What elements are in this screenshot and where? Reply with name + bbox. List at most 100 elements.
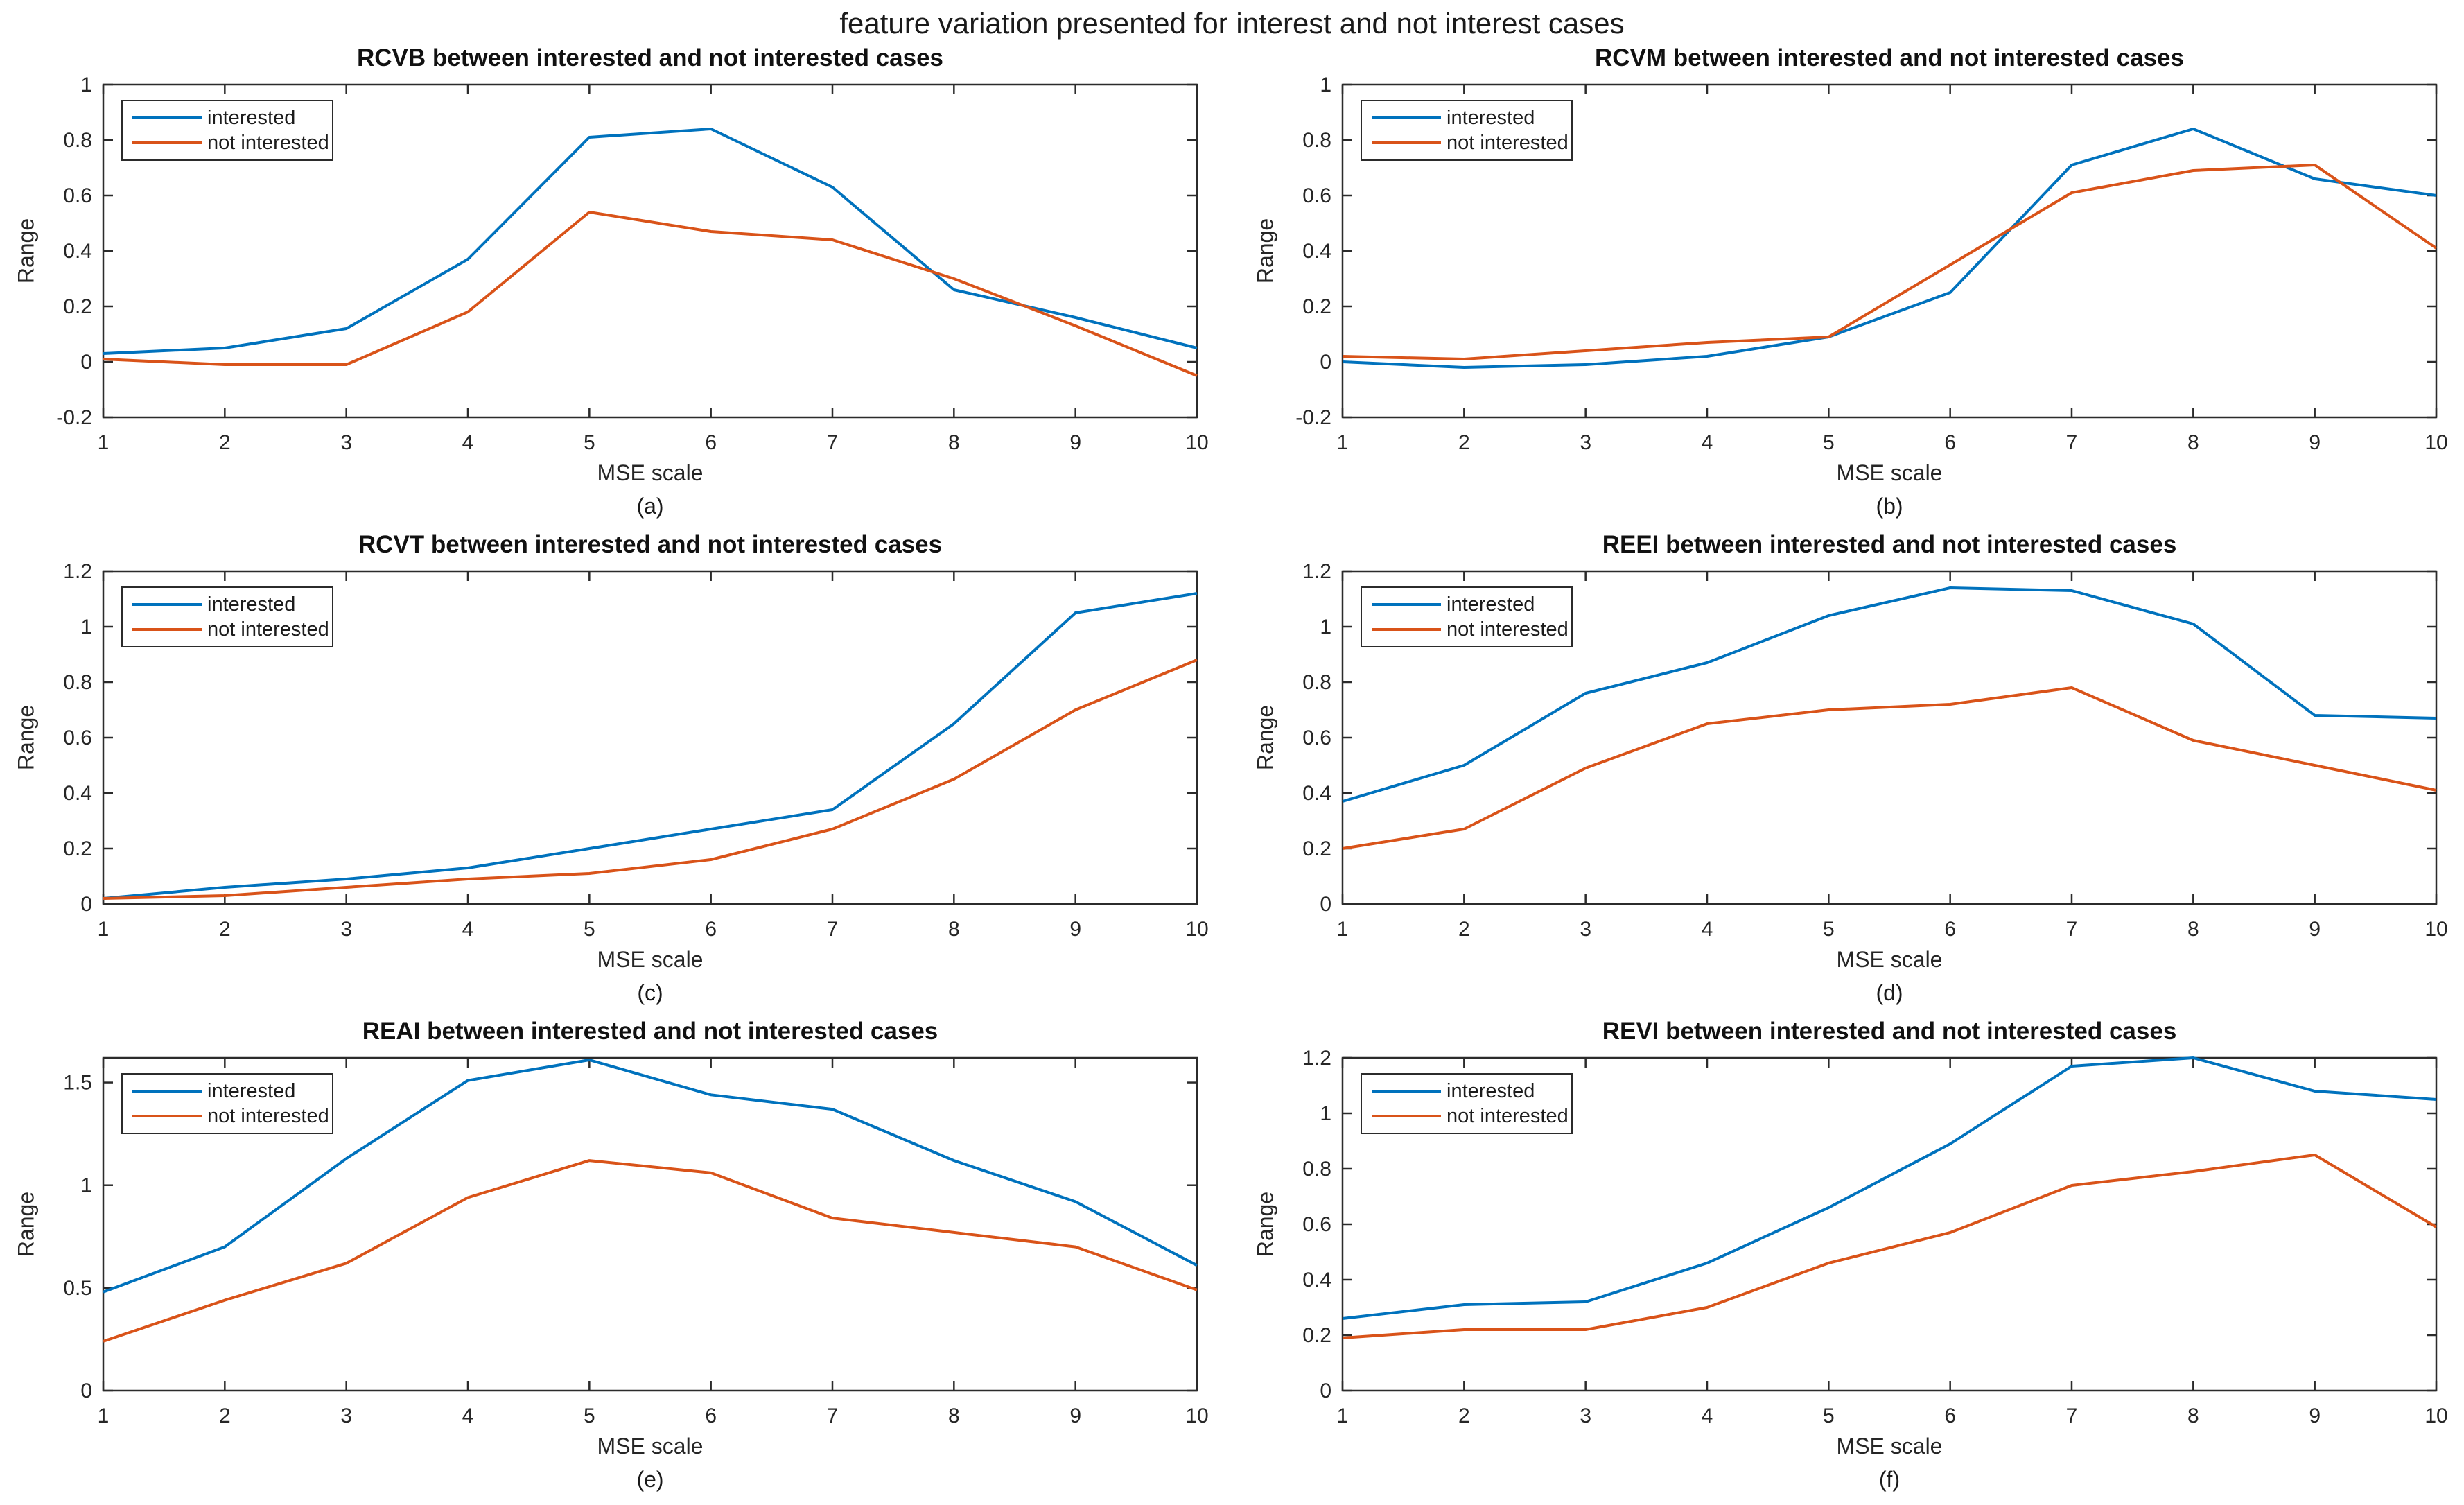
- svg-text:5: 5: [1823, 431, 1835, 454]
- svg-text:10: 10: [1185, 431, 1208, 454]
- svg-text:2: 2: [219, 918, 231, 941]
- svg-text:1: 1: [80, 1174, 92, 1197]
- svg-text:7: 7: [2066, 431, 2078, 454]
- y-axis-label: Range: [13, 218, 39, 284]
- legend-label: not interested: [207, 131, 329, 154]
- svg-text:0.6: 0.6: [63, 184, 92, 207]
- legend-label: not interested: [1447, 618, 1569, 641]
- svg-text:0.8: 0.8: [63, 129, 92, 152]
- svg-text:1.2: 1.2: [1302, 1047, 1331, 1070]
- svg-text:1.5: 1.5: [63, 1072, 92, 1095]
- subplot-title: REEI between interested and not interest…: [1602, 531, 2177, 558]
- subplot-title: REVI between interested and not interest…: [1602, 1018, 2177, 1045]
- y-axis-label: Range: [13, 704, 39, 771]
- subplot-a: RCVB between interested and not interest…: [0, 42, 1241, 527]
- svg-text:3: 3: [340, 1404, 352, 1427]
- subplot-b: RCVM between interested and not interest…: [1239, 42, 2464, 527]
- svg-text:3: 3: [340, 918, 352, 941]
- svg-text:0.4: 0.4: [1302, 782, 1331, 805]
- legend-label: not interested: [207, 1104, 329, 1127]
- svg-text:0.2: 0.2: [1302, 1324, 1331, 1347]
- subplot-caption: (a): [636, 494, 664, 519]
- legend-line-swatch-not-interested: [132, 628, 202, 631]
- x-axis-label: MSE scale: [597, 947, 704, 972]
- svg-text:9: 9: [2309, 431, 2321, 454]
- subplot-caption: (d): [1876, 980, 1903, 1005]
- svg-text:9: 9: [1069, 431, 1081, 454]
- legend-item: interested: [1372, 593, 1571, 616]
- subplot-f: REVI between interested and not interest…: [1239, 1015, 2464, 1500]
- legend-line-swatch-not-interested: [1372, 628, 1441, 631]
- svg-text:7: 7: [2066, 918, 2078, 941]
- axes-plot-area: 1 2 3 4 5 6 7 8 9 10 -0.2 0 0.2 0.4 0.6 0.8 1: [56, 73, 1208, 454]
- svg-text:10: 10: [2424, 431, 2447, 454]
- legend-line-swatch-interested: [132, 603, 202, 606]
- svg-text:1: 1: [1320, 616, 1331, 638]
- svg-text:0.4: 0.4: [1302, 1269, 1331, 1291]
- svg-text:2: 2: [1458, 431, 1470, 454]
- svg-text:0.4: 0.4: [1302, 240, 1331, 263]
- axes-plot-area: 1 2 3 4 5 6 7 8 9 10 0 0.2 0.4 0.6 0.8 1 1.2: [1302, 1047, 2447, 1427]
- svg-text:4: 4: [1702, 1404, 1713, 1427]
- svg-text:6: 6: [705, 918, 717, 941]
- svg-text:0: 0: [1320, 893, 1331, 916]
- svg-text:5: 5: [584, 431, 595, 454]
- legend: interested not interested: [121, 100, 333, 161]
- legend-label: interested: [1447, 1079, 1535, 1102]
- legend-line-swatch-interested: [132, 1090, 202, 1093]
- svg-text:1: 1: [1337, 1404, 1349, 1427]
- subplot-caption: (f): [1878, 1467, 1901, 1492]
- svg-text:1: 1: [1337, 431, 1349, 454]
- svg-text:8: 8: [948, 918, 960, 941]
- svg-text:1: 1: [1320, 73, 1331, 96]
- legend-item: interested: [132, 1079, 332, 1103]
- svg-text:2: 2: [219, 431, 231, 454]
- svg-text:7: 7: [827, 1404, 839, 1427]
- svg-text:3: 3: [1580, 431, 1591, 454]
- svg-text:8: 8: [2187, 918, 2199, 941]
- legend-label: interested: [1447, 593, 1535, 616]
- svg-text:9: 9: [2309, 1404, 2321, 1427]
- svg-text:0.8: 0.8: [1302, 129, 1331, 152]
- svg-text:5: 5: [584, 918, 595, 941]
- svg-text:1: 1: [98, 918, 110, 941]
- legend: interested not interested: [121, 586, 333, 647]
- subplot-c: RCVT between interested and not interest…: [0, 528, 1241, 1014]
- svg-text:3: 3: [1580, 918, 1591, 941]
- svg-text:-0.2: -0.2: [1295, 406, 1331, 429]
- legend-item: not interested: [132, 618, 332, 641]
- svg-text:1.2: 1.2: [1302, 560, 1331, 583]
- y-axis-label: Range: [1252, 1191, 1278, 1258]
- subplot-e: REAI between interested and not interest…: [0, 1015, 1241, 1500]
- svg-text:3: 3: [1580, 1404, 1591, 1427]
- legend-label: interested: [207, 106, 296, 129]
- svg-text:4: 4: [1702, 918, 1713, 941]
- svg-text:0.8: 0.8: [1302, 671, 1331, 694]
- subplot-caption: (c): [637, 980, 663, 1005]
- svg-text:0.2: 0.2: [1302, 295, 1331, 318]
- subplot-caption: (e): [636, 1467, 664, 1492]
- axes-plot-area: 1 2 3 4 5 6 7 8 9 10 0 0.5 1 1.5: [63, 1056, 1209, 1427]
- legend-item: interested: [1372, 1079, 1571, 1103]
- svg-text:6: 6: [705, 1404, 717, 1427]
- svg-text:6: 6: [705, 431, 717, 454]
- svg-text:0.2: 0.2: [63, 837, 92, 860]
- svg-text:0: 0: [80, 893, 92, 916]
- svg-text:9: 9: [1069, 918, 1081, 941]
- svg-text:5: 5: [1823, 1404, 1835, 1427]
- svg-text:1: 1: [1320, 1102, 1331, 1125]
- svg-text:1: 1: [80, 616, 92, 638]
- svg-text:1: 1: [98, 1404, 110, 1427]
- x-axis-label: MSE scale: [1836, 460, 1943, 485]
- y-axis-label: Range: [1252, 218, 1278, 284]
- legend-line-swatch-not-interested: [1372, 1115, 1441, 1117]
- legend-item: not interested: [1372, 1104, 1571, 1128]
- legend-item: not interested: [1372, 131, 1571, 155]
- svg-text:0.5: 0.5: [63, 1277, 92, 1300]
- svg-text:1: 1: [1337, 918, 1349, 941]
- svg-text:4: 4: [462, 918, 474, 941]
- svg-text:0: 0: [80, 1380, 92, 1402]
- legend-item: interested: [1372, 106, 1571, 130]
- subplot-title: RCVB between interested and not interest…: [356, 44, 944, 71]
- svg-text:0.8: 0.8: [1302, 1158, 1331, 1181]
